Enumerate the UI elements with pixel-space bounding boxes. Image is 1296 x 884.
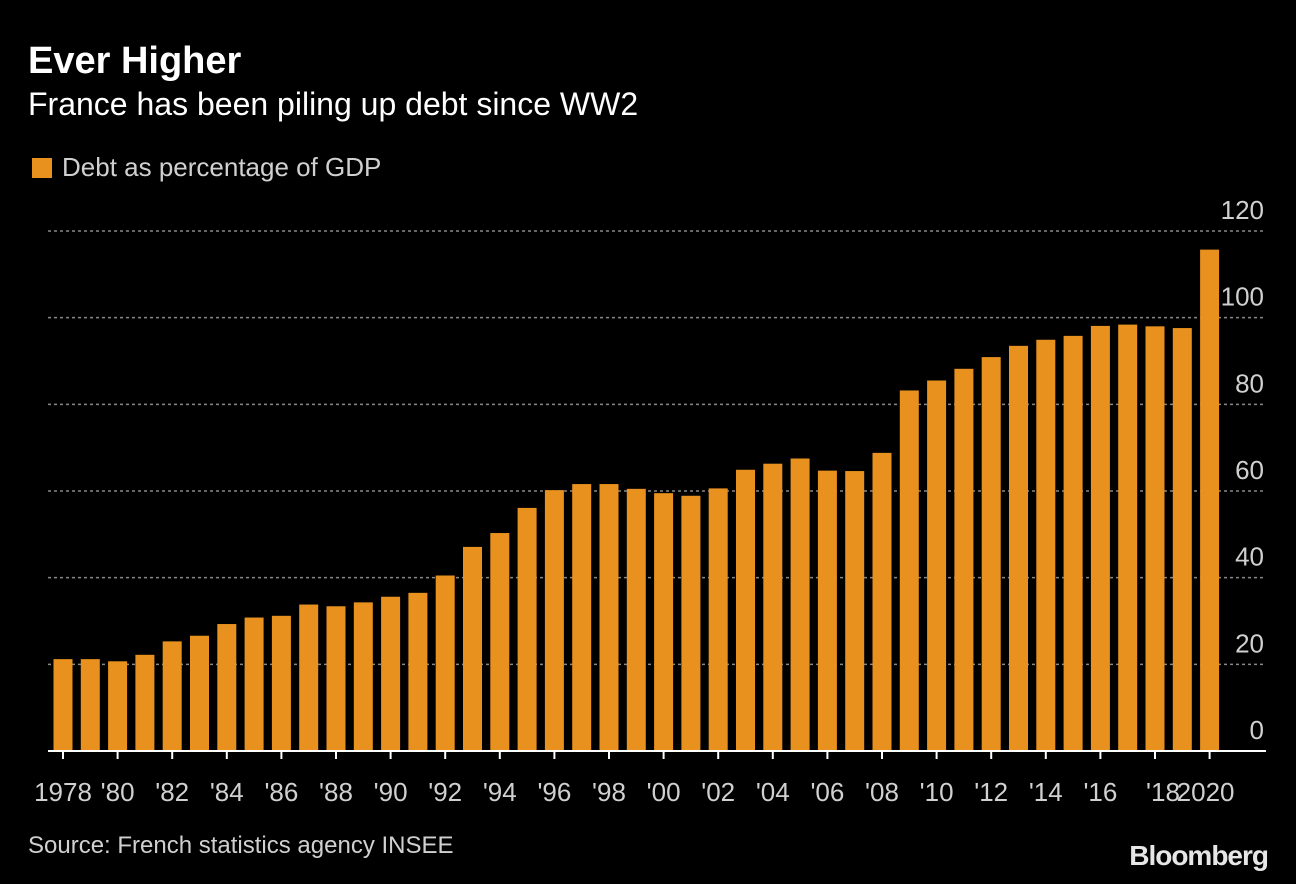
bar xyxy=(736,469,755,751)
x-axis xyxy=(48,750,1266,759)
y-tick-label: 120 xyxy=(1221,195,1264,225)
bar xyxy=(626,488,646,751)
bar xyxy=(899,390,919,751)
legend-swatch xyxy=(32,157,52,178)
bar xyxy=(244,617,264,751)
bar xyxy=(708,488,728,751)
bar xyxy=(954,368,974,751)
y-tick-label: 20 xyxy=(1235,628,1264,658)
y-tick-label: 60 xyxy=(1235,455,1264,485)
bar xyxy=(108,661,128,751)
legend-label: Debt as percentage of GDP xyxy=(62,152,382,182)
bar xyxy=(572,484,592,751)
bar xyxy=(353,602,373,751)
x-axis-labels: 1978 '80 '82 '84 '86 '88 '90 '92 '94 '96 '98 '00 '02… xyxy=(34,777,1234,807)
x-tick-label: '02 xyxy=(701,777,735,807)
bar xyxy=(435,575,455,751)
x-tick-label: '88 xyxy=(319,777,353,807)
bar xyxy=(80,659,100,751)
x-tick-label: '84 xyxy=(210,777,244,807)
bar xyxy=(654,493,674,751)
bar xyxy=(1090,325,1110,751)
x-tick-label: '14 xyxy=(1029,777,1063,807)
x-tick-label: '08 xyxy=(865,777,899,807)
bar xyxy=(381,596,401,751)
y-tick-label: 80 xyxy=(1235,368,1264,398)
bar xyxy=(790,458,810,751)
x-tick-label: '00 xyxy=(647,777,681,807)
x-tick-label: 1978 xyxy=(34,777,92,807)
bar xyxy=(927,380,947,751)
y-tick-label: 0 xyxy=(1250,715,1264,745)
bar xyxy=(1063,335,1083,751)
x-tick-label: '04 xyxy=(756,777,790,807)
bar xyxy=(817,470,837,751)
bars xyxy=(53,249,1220,751)
bar xyxy=(872,452,892,751)
bar xyxy=(190,635,209,751)
x-tick-label: 2020 xyxy=(1177,777,1235,807)
x-tick-label: '96 xyxy=(537,777,571,807)
y-tick-label: 40 xyxy=(1235,542,1264,572)
bar xyxy=(681,495,701,751)
x-tick-label: '82 xyxy=(155,777,189,807)
y-tick-label: 100 xyxy=(1221,282,1264,312)
bar xyxy=(463,546,482,751)
x-tick-label: '80 xyxy=(101,777,135,807)
bar xyxy=(1118,324,1138,751)
chart-subtitle: France has been piling up debt since WW2 xyxy=(28,86,639,122)
x-tick-label: '94 xyxy=(483,777,517,807)
bar xyxy=(326,606,346,751)
x-tick-label: '18 xyxy=(1146,777,1180,807)
x-tick-label: '10 xyxy=(920,777,954,807)
bar xyxy=(1009,345,1028,751)
x-tick-label: '90 xyxy=(374,777,408,807)
source-note: Source: French statistics agency INSEE xyxy=(28,832,454,859)
bar xyxy=(135,654,155,751)
y-axis-labels: 0 20 40 60 80 100 120 xyxy=(1221,195,1264,745)
bar xyxy=(1036,339,1056,751)
x-tick-label: '06 xyxy=(810,777,844,807)
x-tick-label: '86 xyxy=(264,777,298,807)
bar xyxy=(981,357,1001,751)
bar xyxy=(1145,326,1165,751)
bar xyxy=(1200,249,1220,751)
bar xyxy=(408,592,428,751)
bar xyxy=(217,624,237,751)
bar xyxy=(845,471,865,751)
x-tick-label: '92 xyxy=(428,777,462,807)
bar xyxy=(53,659,73,751)
bloomberg-logo: Bloomberg xyxy=(1129,840,1269,871)
x-tick-label: '16 xyxy=(1083,777,1117,807)
bar xyxy=(544,490,564,751)
bar xyxy=(162,641,182,751)
bar xyxy=(763,463,783,751)
chart-title: Ever Higher xyxy=(28,40,242,82)
bar xyxy=(299,604,319,751)
x-tick-label: '12 xyxy=(974,777,1008,807)
bar xyxy=(271,615,291,751)
bar xyxy=(490,533,510,751)
bar xyxy=(517,507,537,751)
bar xyxy=(599,484,619,751)
bar xyxy=(1172,328,1192,751)
legend: Debt as percentage of GDP xyxy=(32,152,381,183)
x-tick-label: '98 xyxy=(592,777,626,807)
